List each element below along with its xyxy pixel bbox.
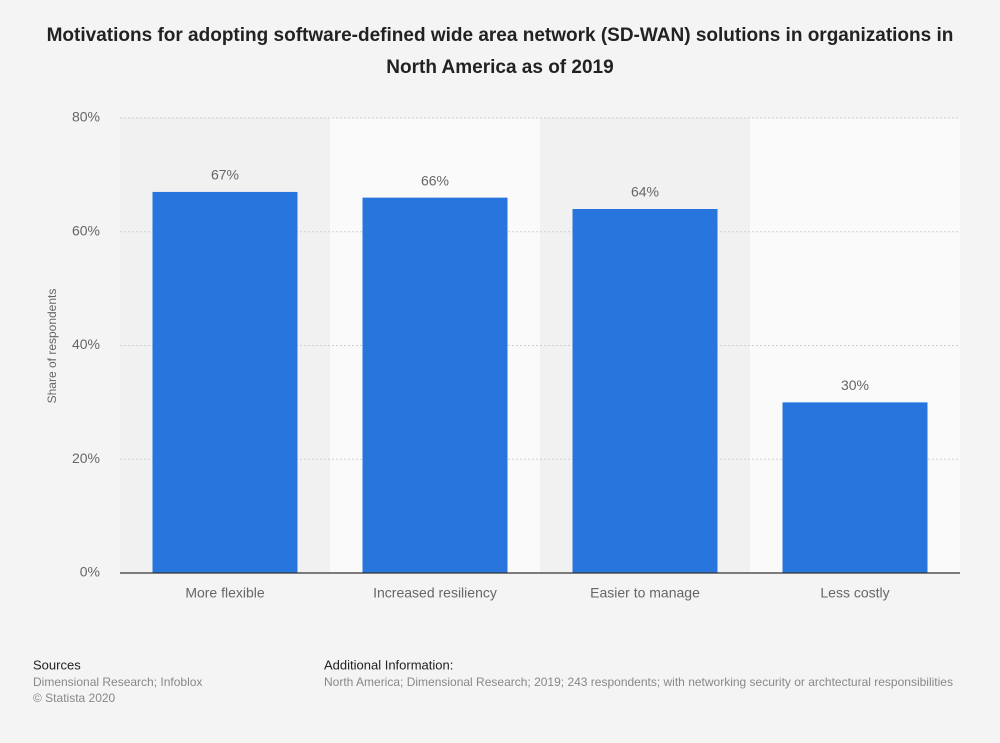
chart-title: Motivations for adopting software-define… [47, 25, 954, 78]
y-tick-label: 0% [80, 564, 100, 580]
value-label: 64% [631, 184, 659, 200]
y-tick-label: 40% [72, 336, 100, 352]
info-title: Additional Information: [324, 657, 453, 672]
y-tick-label: 60% [72, 222, 100, 238]
x-tick-label: Less costly [820, 585, 889, 601]
y-tick-label: 20% [72, 450, 100, 466]
bar [572, 209, 718, 573]
x-tick-label: Increased resiliency [373, 585, 497, 601]
value-label: 66% [421, 172, 449, 188]
value-label: 30% [841, 377, 869, 393]
x-tick-label: Easier to manage [590, 585, 700, 601]
y-axis-label: Share of respondents [45, 289, 59, 404]
value-label: 67% [211, 167, 239, 183]
bar [362, 197, 508, 573]
x-tick-label: More flexible [185, 585, 265, 601]
sources-title: Sources [33, 657, 81, 672]
copyright: © Statista 2020 [33, 691, 116, 705]
sources: Dimensional Research; Infoblox [33, 675, 202, 689]
bar [782, 402, 928, 573]
bar [152, 191, 298, 573]
info: North America; Dimensional Research; 201… [324, 675, 953, 689]
y-tick-label: 80% [72, 109, 100, 125]
